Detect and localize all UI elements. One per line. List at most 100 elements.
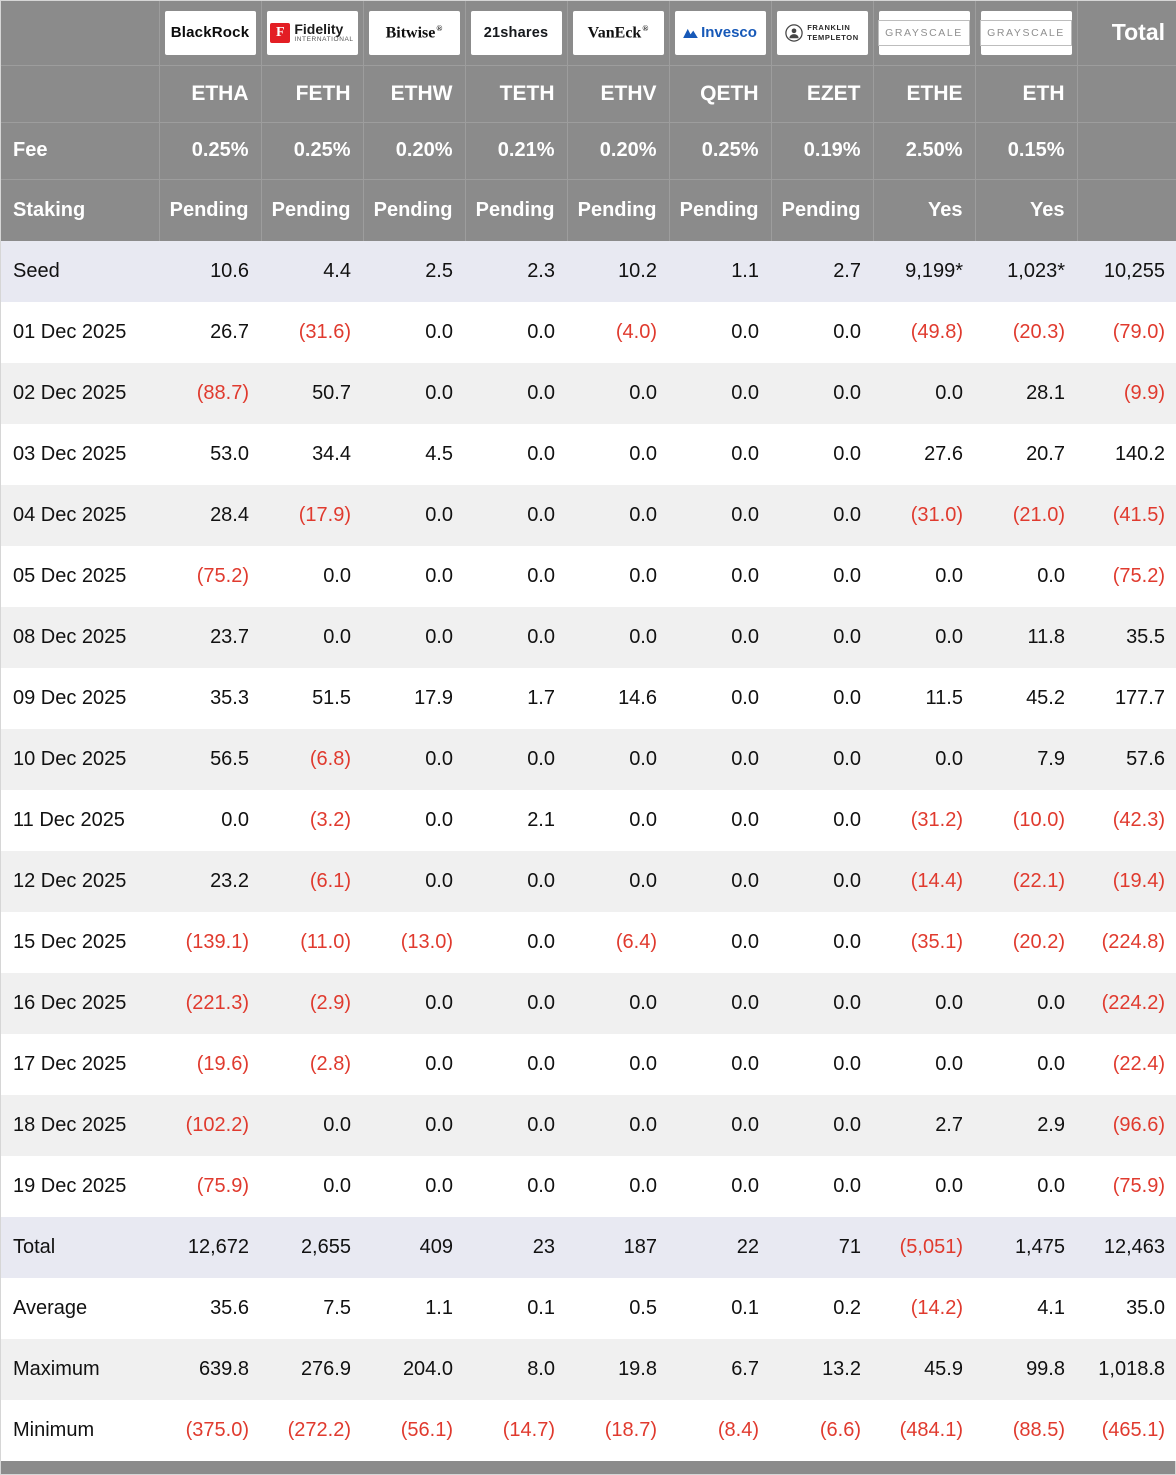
value-cell: (42.3) [1112, 809, 1165, 831]
value-cell: 0.0 [425, 321, 453, 343]
row-label: 02 Dec 2025 [13, 382, 127, 404]
row-label: 15 Dec 2025 [13, 931, 127, 953]
value-cell: 0.0 [833, 809, 861, 831]
value-cell: 8.0 [527, 1358, 555, 1380]
value-cell: 0.0 [731, 626, 759, 648]
value-cell: 1,023* [1007, 260, 1065, 282]
value-cell: 0.0 [935, 1053, 963, 1075]
value-cell: (10.0) [1012, 809, 1065, 831]
grayscale-logo-text: GRAYSCALE [878, 19, 970, 46]
row-label: 08 Dec 2025 [13, 626, 127, 648]
value-cell: (3.2) [309, 809, 351, 831]
value-cell: 35.0 [1126, 1297, 1165, 1319]
value-cell: 0.0 [935, 565, 963, 587]
value-cell: 177.7 [1114, 687, 1165, 709]
table-row: 15 Dec 2025 (139.1) (11.0) (13.0) 0.0 (6.4) 0.… [1, 912, 1176, 973]
value-cell: 0.0 [731, 809, 759, 831]
value-cell: 50.7 [312, 382, 351, 404]
value-cell: (75.2) [196, 565, 249, 587]
franklin-templeton-logo: FRANKLIN TEMPLETON [776, 10, 868, 55]
staking-value: Pending [668, 178, 771, 241]
value-cell: 0.0 [527, 870, 555, 892]
table-row: 11 Dec 2025 0.0 (3.2) 0.0 2.1 0.0 0.0 0.0 (31.2)… [1, 790, 1176, 851]
provider-cell-fidelity: F Fidelity International [260, 1, 363, 65]
value-cell: 0.0 [833, 626, 861, 648]
value-cell: 0.0 [629, 443, 657, 465]
row-label: 19 Dec 2025 [13, 1175, 127, 1197]
value-cell: (11.0) [300, 931, 351, 953]
total-column-header: Total [1076, 1, 1176, 65]
value-cell: (75.2) [1112, 565, 1165, 587]
value-cell: 0.0 [935, 748, 963, 770]
value-cell: 0.0 [425, 565, 453, 587]
blackrock-logo: BlackRock [164, 10, 256, 55]
row-label: Average [13, 1297, 88, 1319]
value-cell: 26.7 [210, 321, 249, 343]
registered-mark-icon: ® [436, 23, 443, 33]
value-cell: 0.0 [527, 626, 555, 648]
value-cell: (2.9) [309, 992, 351, 1014]
value-cell: (6.4) [615, 931, 657, 953]
value-cell: (224.2) [1101, 992, 1165, 1014]
value-cell: (35.1) [910, 931, 963, 953]
value-cell: 57.6 [1126, 748, 1165, 770]
value-cell: 56.5 [210, 748, 249, 770]
value-cell: 1,018.8 [1098, 1358, 1165, 1380]
value-cell: 0.0 [425, 1114, 453, 1136]
value-cell: 0.0 [425, 992, 453, 1014]
fidelity-logo-subtext: International [294, 35, 354, 43]
value-cell: 0.1 [527, 1297, 555, 1319]
value-cell: 0.0 [425, 1053, 453, 1075]
value-cell: 11.5 [925, 687, 963, 709]
value-cell: 2.5 [425, 260, 453, 282]
value-cell: 187 [623, 1236, 657, 1258]
value-cell: 4.1 [1037, 1297, 1065, 1319]
value-cell: 0.0 [629, 870, 657, 892]
value-cell: 28.4 [210, 504, 249, 526]
value-cell: 0.1 [731, 1297, 759, 1319]
ticker-qeth: QETH [668, 64, 771, 122]
21shares-logo: 21shares [470, 10, 562, 55]
row-label: 16 Dec 2025 [13, 992, 127, 1014]
value-cell: 2.1 [527, 809, 555, 831]
value-cell: (41.5) [1112, 504, 1165, 526]
value-cell: 10.6 [210, 260, 249, 282]
value-cell: (22.1) [1012, 870, 1065, 892]
staking-total-empty-cell [1076, 178, 1176, 241]
value-cell: 1,475 [1014, 1236, 1065, 1258]
value-cell: 4.5 [425, 443, 453, 465]
table-footer-bar [1, 1461, 1175, 1474]
staking-value: Pending [260, 178, 363, 241]
fidelity-logo: F Fidelity International [266, 10, 358, 55]
value-cell: (88.7) [196, 382, 249, 404]
registered-mark-icon: ® [642, 23, 649, 33]
row-label: 04 Dec 2025 [13, 504, 127, 526]
value-cell: 0.0 [425, 870, 453, 892]
franklin-templeton-logo-text: FRANKLIN TEMPLETON [807, 23, 859, 42]
ticker-total-empty-cell [1076, 64, 1176, 122]
row-label: Minimum [13, 1419, 95, 1441]
value-cell: 0.0 [629, 1053, 657, 1075]
value-cell: 0.0 [323, 565, 351, 587]
value-cell: (56.1) [400, 1419, 453, 1441]
value-cell: 0.0 [731, 565, 759, 587]
value-cell: 20.7 [1026, 443, 1065, 465]
grayscale-mini-logo-text: GRAYSCALE [980, 19, 1072, 46]
value-cell: 0.0 [731, 1175, 759, 1197]
value-cell: 7.5 [323, 1297, 351, 1319]
value-cell: (14.4) [910, 870, 963, 892]
table-row: 02 Dec 2025 (88.7) 50.7 0.0 0.0 0.0 0.0 0.0 0.0 2… [1, 363, 1176, 424]
table-row: Average 35.6 7.5 1.1 0.1 0.5 0.1 0.2 (14.2) 4.1 35… [1, 1278, 1176, 1339]
value-cell: (49.8) [910, 321, 963, 343]
value-cell: 0.0 [731, 1114, 759, 1136]
staking-value: Pending [158, 178, 261, 241]
value-cell: 2,655 [300, 1236, 351, 1258]
invesco-logo-text: Invesco [701, 24, 757, 42]
value-cell: 53.0 [210, 443, 249, 465]
table-row: Total 12,672 2,655 409 23 187 22 71 (5,051) 1,475… [1, 1217, 1176, 1278]
value-cell: (13.0) [400, 931, 453, 953]
value-cell: 0.0 [629, 992, 657, 1014]
bitwise-logo: Bitwise® [368, 10, 460, 55]
value-cell: 0.0 [629, 565, 657, 587]
value-cell: 9,199* [905, 260, 963, 282]
